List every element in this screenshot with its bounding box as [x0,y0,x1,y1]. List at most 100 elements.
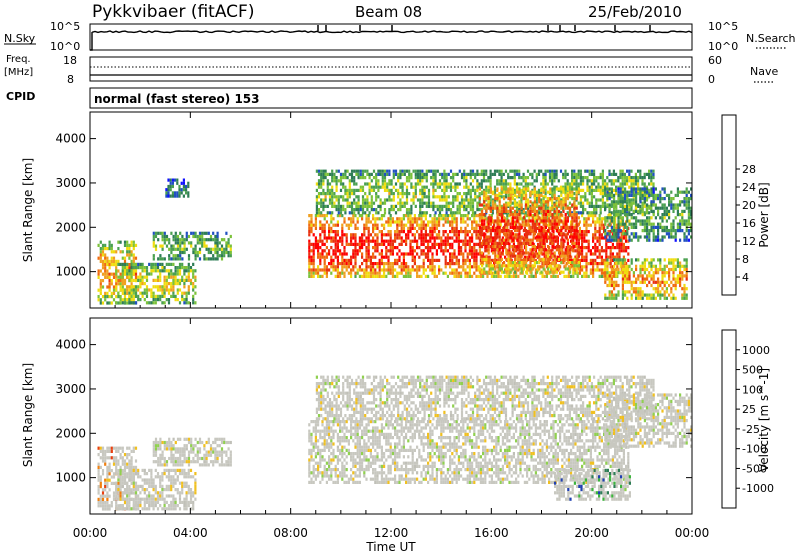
heatmap-cell [534,258,537,262]
heatmap-cell [356,217,359,221]
heatmap-cell [533,193,536,197]
heatmap-cell [500,190,503,194]
heatmap-cell [533,261,536,265]
heatmap-cell [154,269,157,273]
heatmap-cell [462,239,465,243]
heatmap-cell [341,236,344,240]
heatmap-cell [600,220,603,224]
heatmap-cell [582,182,585,186]
heatmap-cell [165,238,169,242]
heatmap-cell [352,217,355,221]
heatmap-cell [533,200,536,204]
heatmap-cell [527,251,530,255]
heatmap-cell [435,274,438,278]
heatmap-cell [312,268,315,272]
heatmap-cell [635,277,638,281]
heatmap-cell [659,296,662,300]
heatmap-cell [476,208,479,212]
heatmap-cell [438,223,441,227]
heatmap-cell [507,209,510,213]
heatmap-cell [137,285,140,289]
heatmap-cell [489,204,492,208]
heatmap-cell [551,176,554,180]
heatmap-cell [577,201,580,205]
heatmap-cell [480,172,483,176]
heatmap-cell [330,214,333,218]
heatmap-cell [187,278,190,282]
heatmap-cell [485,188,488,192]
heatmap-cell [408,192,411,196]
heatmap-cell [341,271,344,275]
heatmap-cell [391,265,394,269]
heatmap-cell [592,236,595,240]
heatmap-cell [525,248,528,252]
heatmap-cell [551,179,554,183]
heatmap-cell [176,272,179,276]
heatmap-cell [330,226,333,230]
heatmap-cell [330,236,333,240]
heatmap-cell [506,274,509,278]
heatmap-cell [355,188,358,192]
heatmap-cell [564,203,567,207]
heatmap-cell [456,211,459,215]
heatmap-cell [626,274,629,278]
heatmap-cell [525,232,528,236]
heatmap-cell [615,283,618,288]
heatmap-cell [320,211,323,215]
heatmap-cell [463,172,466,176]
heatmap-cell [139,285,142,289]
heatmap-cell [592,258,595,262]
heatmap-cell [449,169,453,173]
heatmap-cell [396,246,399,250]
heatmap-cell [440,236,443,240]
heatmap-cell [108,247,111,251]
heatmap-cell [421,198,424,202]
heatmap-cell [402,226,405,230]
heatmap-cell [540,257,543,261]
heatmap-cell [337,204,340,208]
heatmap-cell [328,223,331,227]
heatmap-cell [176,269,179,273]
heatmap-cell [383,211,387,215]
heatmap-cell [542,222,545,226]
heatmap-cell [495,274,498,278]
heatmap-cell [225,247,228,251]
heatmap-cell [573,245,576,249]
heatmap-cell [620,242,623,246]
heatmap-cell [659,264,662,268]
heatmap-cell [220,247,224,251]
heatmap-cell [488,239,491,243]
heatmap-cell [370,198,373,202]
heatmap-cell [341,258,344,262]
heatmap-cell [354,274,357,278]
heatmap-cell [432,185,435,189]
heatmap-cell [652,271,655,275]
heatmap-cell [628,169,631,173]
heatmap-cell [104,256,107,260]
heatmap-cell [626,182,629,186]
heatmap-cell [336,230,339,234]
heatmap-cell [346,169,349,173]
heatmap-cell [187,262,190,266]
heatmap-cell [458,192,461,196]
heatmap-cell [498,225,501,229]
heatmap-cell [622,236,625,240]
heatmap-cell [324,169,327,173]
heatmap-cell [427,274,430,278]
heatmap-cell [574,223,577,227]
heatmap-cell [516,213,519,217]
heatmap-cell [343,246,346,250]
heatmap-cell [648,211,651,215]
heatmap-cell [463,185,466,189]
heatmap-cell [566,211,569,215]
heatmap-cell [346,192,349,196]
heatmap-cell [601,179,604,183]
heatmap-cell [433,246,436,250]
heatmap-cell [130,298,133,302]
heatmap-cell [345,236,348,240]
heatmap-cell [541,242,544,246]
heatmap-cell [577,248,580,252]
heatmap-cell [654,287,657,291]
heatmap-cell [604,267,607,272]
heatmap-cell [314,236,317,240]
